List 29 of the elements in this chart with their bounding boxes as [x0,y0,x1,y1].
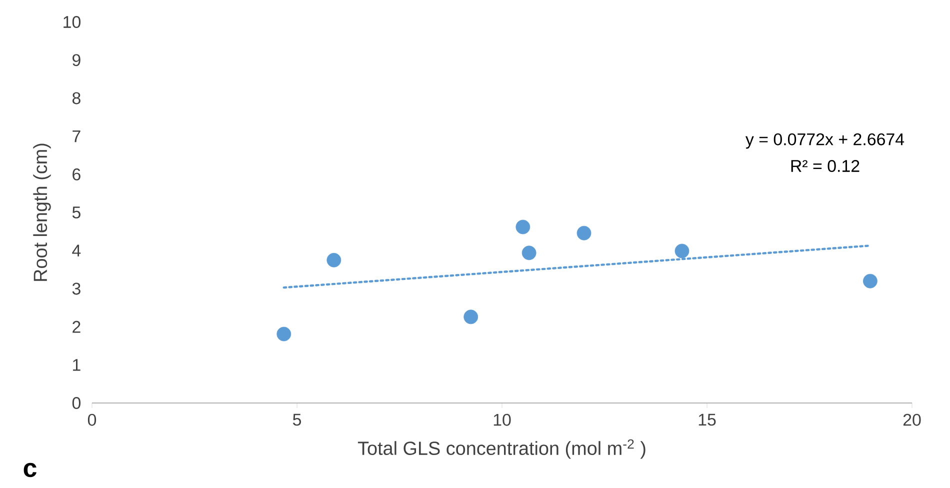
y-tick-label: 0 [72,397,81,409]
y-tick-label: 9 [72,54,80,66]
x-axis-title: Total GLS concentration (mol m$^{-2}$ ) [358,439,646,459]
text: c [24,462,36,478]
y-tick-label: 8 [72,92,80,104]
point [276,326,292,342]
y-tick-label: 6 [72,168,80,180]
x-tick-label: 10 [494,414,511,426]
x-tick-label: 15 [698,414,716,426]
y-tick-label: 3 [72,282,80,295]
point [674,244,690,258]
y-tick-label: 1 [73,359,80,371]
x-tick-label: 5 [292,414,301,426]
point [516,220,530,234]
y-tick-label: 4 [72,244,81,256]
point [326,252,342,268]
y-tick-label: 2 [72,320,80,333]
x-tick-label: 20 [903,414,921,426]
point [522,246,536,260]
y-tick-label: 5 [72,206,80,218]
annotation: y = 0.0772x + 2.6674 [745,133,904,149]
point [576,226,592,240]
x-tick-label: 0 [88,414,96,426]
annotation: R² = 0.12 [791,160,860,172]
point [862,274,878,288]
y-axis-title: Root length (cm) [33,144,51,281]
point [464,310,478,324]
y-tick-label: 7 [72,130,80,142]
y-tick-label: 10 [64,16,80,28]
